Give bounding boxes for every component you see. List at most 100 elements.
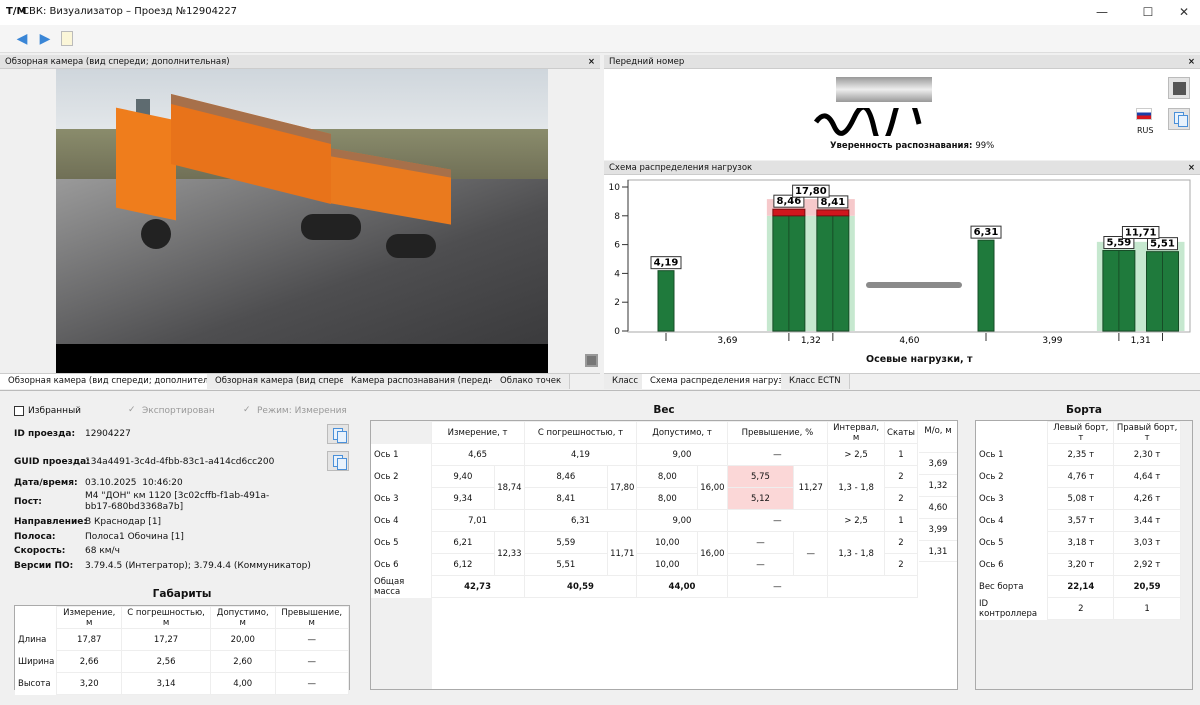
close-icon[interactable]: × (587, 57, 595, 67)
close-button[interactable]: ✕ (1178, 5, 1190, 19)
close-icon[interactable]: × (1187, 57, 1195, 67)
y-tick-label: 8 (614, 212, 620, 222)
table-cell: Ось 3 (371, 487, 432, 510)
table-cell: — (726, 553, 795, 576)
col-header: Измерение, м (56, 606, 123, 629)
arrow-left-icon[interactable]: ◀ (16, 31, 28, 47)
group-label-box (1121, 226, 1160, 240)
table-cell: Ось 2 (371, 465, 432, 488)
table-row: Ось 6 3,20 т 2,92 т (976, 553, 1181, 576)
table-cell: 4,26 т (1113, 487, 1181, 510)
tab-camera-front-extra[interactable]: Обзорная камера (вид спереди; дополнител… (0, 374, 242, 389)
table-cell: 8,00 (636, 465, 699, 488)
col-header: С погрешностью, м (121, 606, 211, 629)
copy-id-button[interactable] (327, 424, 349, 444)
table-cell: Ось 2 (976, 465, 1048, 488)
table-row: Ось 1 2,35 т 2,30 т (976, 443, 1181, 466)
table-row-total: Общая масса 42,73 40,59 44,00— (371, 575, 918, 598)
table-cell: 17,80 (607, 465, 638, 510)
table-cell: Длина (15, 628, 57, 651)
interval-label: 3,69 (717, 336, 737, 346)
axle-bar (977, 239, 995, 332)
table-cell: 2 (883, 531, 919, 554)
value-label-box (1147, 237, 1179, 251)
close-icon[interactable]: × (1187, 163, 1195, 173)
dims-title: Габариты (152, 588, 212, 600)
table-cell: 3,18 т (1047, 531, 1115, 554)
table-cell: 12,33 (494, 531, 525, 576)
window-title: СВК: Визуализатор – Проезд №12904227 (22, 6, 238, 17)
table-cell: 2,66 (56, 650, 123, 673)
table-cell: Допустимо, т (636, 421, 728, 444)
table-cell: > 2,5 (827, 509, 885, 532)
direction-label: Направление: (14, 517, 87, 527)
save-icon[interactable] (585, 354, 598, 367)
table-cell: 2 (883, 465, 919, 488)
minimize-button[interactable]: — (1096, 5, 1108, 19)
tab-class-ectn[interactable]: Класс ECTN (781, 374, 850, 389)
load-panel-title: Схема распределения нагрузок (609, 163, 753, 173)
table-row: Ось 1 4,65 4,19 9,00— > 2,5 1 (371, 443, 919, 466)
table-row: Ось 5 6,21 12,33 5,59 11,71 10,00 16,00— —1,3 -… (371, 531, 919, 576)
app-logo: T/M (6, 6, 27, 17)
table-cell (15, 606, 57, 629)
save-plate-button[interactable] (1168, 77, 1190, 99)
camera-image (56, 69, 548, 373)
table-cell: — (726, 509, 829, 532)
recognition-confidence: Уверенность распознавания: 99% (830, 141, 995, 151)
table-row: Ширина 2,66 2,56 2,60— (15, 650, 350, 673)
datetime-label: Дата/время: (14, 478, 78, 488)
lane-label: Полоса: (14, 532, 56, 542)
table-cell: 3,44 т (1113, 509, 1181, 532)
value-label: 5,59 (1107, 238, 1132, 249)
report-icon[interactable] (61, 31, 73, 46)
axle-excess-bar (816, 209, 850, 217)
table-cell: 6,31 (523, 509, 638, 532)
y-tick-label: 4 (614, 269, 620, 279)
mo-column: М/о, м 3,69 1,32 4,60 3,99 1,31 (919, 421, 957, 562)
table-cell: Ось 4 (371, 509, 432, 532)
table-cell: 4,65 (430, 443, 525, 466)
table-row: Ось 6 6,12 5,51 10,00 — 2 (371, 553, 919, 576)
tab-point-cloud[interactable]: Облако точек (492, 374, 571, 389)
table-cell: 3,20 (56, 672, 123, 695)
table-cell: 1 (883, 443, 919, 466)
direction-value: В Краснодар [1] (85, 517, 162, 527)
copy-guid-button[interactable] (327, 451, 349, 471)
tab-recognition-camera[interactable]: Камера распознавания (передняя) (343, 374, 517, 389)
table-cell: 22,14 (1047, 575, 1115, 598)
group-label: 17,80 (795, 186, 827, 197)
table-cell: Общая масса (371, 575, 432, 598)
table-cell: — (274, 650, 350, 673)
plate-crop-image (836, 77, 932, 102)
table-cell: 20,00 (209, 628, 276, 651)
table-cell: 3,03 т (1113, 531, 1181, 554)
id-label: ID проезда: (14, 429, 76, 439)
table-cell: Левый борт, т Правый борт, т (976, 421, 1181, 444)
table-cell: 2 (1047, 597, 1115, 620)
table-cell: 3,57 т (1047, 509, 1115, 532)
table-row-total: Вес борта 22,14 20,59 (976, 575, 1181, 598)
load-tabs: Класс Схема распределения нагрузок Класс… (604, 373, 1200, 389)
table-row: Ось 3 5,08 т 4,26 т (976, 487, 1181, 510)
arrow-right-icon[interactable]: ▶ (39, 31, 51, 47)
post-label: Пост: (14, 497, 42, 507)
tab-class[interactable]: Класс (604, 374, 648, 389)
guid-label: GUID проезда: (14, 457, 90, 467)
tab-load-scheme[interactable]: Схема распределения нагрузок (642, 374, 803, 389)
copy-plate-button[interactable] (1168, 108, 1190, 130)
table-cell: Ось 1 (371, 443, 432, 466)
country-code: RUS (1137, 126, 1154, 135)
table-cell: Ширина (15, 650, 57, 673)
value-label-box (970, 225, 1002, 239)
table-cell: 8,46 (523, 465, 609, 488)
table-cell: — (726, 531, 795, 554)
interval-label: 1,32 (801, 336, 821, 346)
table-cell: — (726, 443, 829, 466)
table-cell: Скаты (883, 421, 919, 444)
table-cell: 2 (883, 553, 919, 576)
maximize-button[interactable]: ☐ (1142, 5, 1154, 19)
table-cell: 4,19 (523, 443, 638, 466)
